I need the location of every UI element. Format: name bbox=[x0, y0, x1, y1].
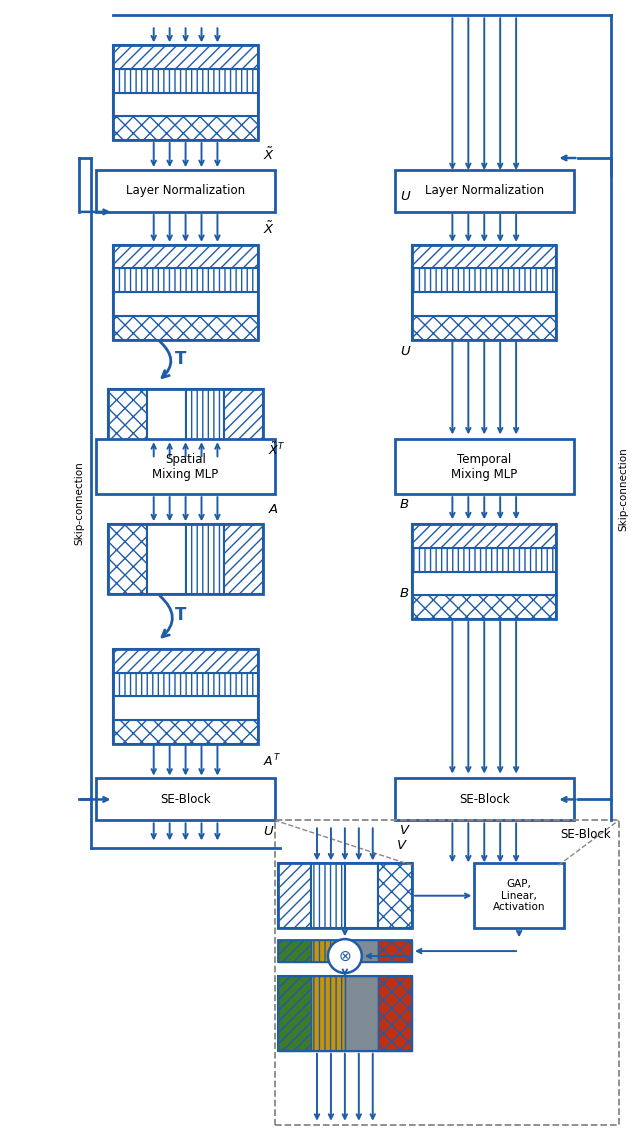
Bar bbox=[412, 548, 556, 572]
Bar bbox=[109, 389, 263, 459]
Text: T: T bbox=[175, 350, 186, 367]
Bar bbox=[394, 779, 574, 820]
Circle shape bbox=[328, 939, 362, 974]
Bar bbox=[224, 389, 263, 459]
Text: $\tilde{X}^T$: $\tilde{X}^T$ bbox=[268, 442, 285, 458]
Bar bbox=[113, 117, 258, 140]
Bar bbox=[113, 697, 258, 720]
Text: $U$: $U$ bbox=[263, 825, 274, 839]
Bar bbox=[113, 46, 258, 140]
Bar bbox=[412, 595, 556, 619]
Bar bbox=[96, 779, 275, 820]
Bar bbox=[312, 976, 345, 1051]
Bar bbox=[277, 940, 312, 962]
Bar bbox=[379, 864, 412, 928]
Bar bbox=[412, 269, 556, 292]
Text: Skip-connection: Skip-connection bbox=[75, 461, 85, 545]
Text: Skip-connection: Skip-connection bbox=[618, 447, 628, 531]
Text: $A^T$: $A^T$ bbox=[263, 753, 281, 769]
Bar bbox=[312, 940, 345, 962]
Bar bbox=[394, 170, 574, 212]
Text: SE-Block: SE-Block bbox=[560, 828, 611, 841]
Bar bbox=[147, 389, 186, 459]
Bar bbox=[96, 170, 275, 212]
Text: U: U bbox=[400, 190, 410, 204]
Text: U: U bbox=[400, 345, 410, 358]
Bar bbox=[109, 524, 263, 594]
Bar bbox=[412, 572, 556, 595]
Bar bbox=[186, 524, 224, 594]
Bar bbox=[113, 93, 258, 117]
Text: SE-Block: SE-Block bbox=[459, 793, 509, 805]
Text: T: T bbox=[175, 606, 186, 625]
Bar bbox=[113, 673, 258, 697]
Bar bbox=[345, 976, 379, 1051]
Bar bbox=[312, 864, 345, 928]
Text: Spatial
Mixing MLP: Spatial Mixing MLP bbox=[152, 453, 219, 480]
Text: B: B bbox=[400, 588, 410, 601]
Bar bbox=[277, 864, 412, 928]
Text: $A$: $A$ bbox=[268, 502, 279, 516]
Bar bbox=[277, 940, 412, 962]
Bar bbox=[113, 649, 258, 673]
Bar bbox=[345, 864, 379, 928]
Bar bbox=[109, 524, 147, 594]
Bar bbox=[113, 69, 258, 93]
Bar bbox=[113, 316, 258, 340]
Text: $\tilde{X}$: $\tilde{X}$ bbox=[263, 146, 275, 164]
Bar bbox=[113, 649, 258, 744]
Bar bbox=[277, 864, 312, 928]
Bar bbox=[113, 245, 258, 340]
Bar bbox=[277, 976, 312, 1051]
Text: $\tilde{X}$: $\tilde{X}$ bbox=[263, 220, 275, 237]
Text: B: B bbox=[400, 498, 410, 510]
Text: V: V bbox=[397, 839, 406, 852]
Bar bbox=[412, 292, 556, 316]
Bar bbox=[109, 389, 147, 459]
Text: V: V bbox=[400, 824, 410, 837]
Bar bbox=[96, 439, 275, 494]
Bar bbox=[412, 245, 556, 269]
Bar bbox=[113, 292, 258, 316]
Bar bbox=[412, 524, 556, 619]
Bar bbox=[113, 720, 258, 744]
Bar bbox=[474, 864, 564, 928]
Bar bbox=[412, 524, 556, 548]
Text: SE-Block: SE-Block bbox=[161, 793, 211, 805]
Bar bbox=[277, 976, 412, 1051]
Bar bbox=[147, 524, 186, 594]
Text: Layer Normalization: Layer Normalization bbox=[425, 184, 544, 198]
Bar bbox=[412, 245, 556, 340]
Text: Layer Normalization: Layer Normalization bbox=[126, 184, 245, 198]
Bar bbox=[113, 46, 258, 69]
Bar bbox=[113, 245, 258, 269]
Bar bbox=[275, 820, 619, 1125]
Bar bbox=[113, 269, 258, 292]
Text: GAP,
Linear,
Activation: GAP, Linear, Activation bbox=[493, 879, 545, 912]
Text: Temporal
Mixing MLP: Temporal Mixing MLP bbox=[451, 453, 518, 480]
Bar bbox=[412, 316, 556, 340]
Bar bbox=[379, 940, 412, 962]
Bar bbox=[394, 439, 574, 494]
Bar bbox=[379, 976, 412, 1051]
Text: $\otimes$: $\otimes$ bbox=[338, 948, 351, 963]
Bar bbox=[224, 524, 263, 594]
Bar bbox=[186, 389, 224, 459]
Bar bbox=[345, 940, 379, 962]
